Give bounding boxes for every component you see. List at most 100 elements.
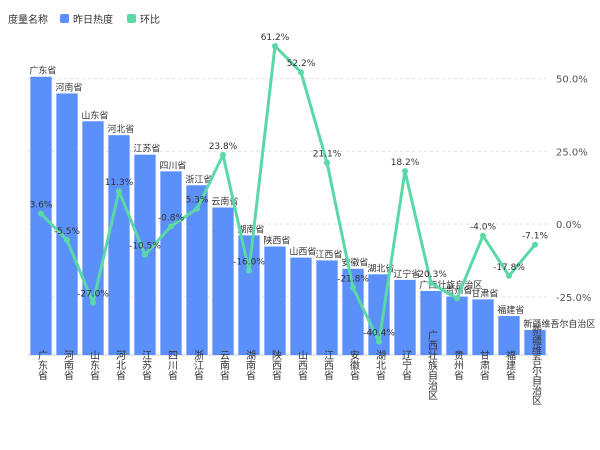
bar bbox=[82, 121, 104, 356]
bar bbox=[524, 329, 546, 355]
legend-swatch-heat bbox=[60, 13, 69, 23]
bar bbox=[290, 257, 312, 355]
y2-tick-label: 25.0% bbox=[556, 147, 588, 158]
line-point bbox=[64, 237, 70, 244]
bar-label: 湖北省 bbox=[367, 262, 394, 274]
x-tick-label: 陕西省 bbox=[270, 349, 282, 381]
line-data-label: 52.2% bbox=[287, 59, 316, 69]
bar-label: 广西壮族自治区 bbox=[419, 279, 482, 291]
bar bbox=[108, 135, 130, 355]
x-tick-label: 贵州省 bbox=[452, 349, 464, 381]
line-point bbox=[246, 267, 252, 274]
bar-label: 福建省 bbox=[497, 304, 524, 316]
y2-tick-label: -25.0% bbox=[556, 293, 591, 304]
line-point bbox=[350, 284, 356, 291]
bar-label: 江西省 bbox=[315, 248, 342, 260]
line-data-label: -40.4% bbox=[363, 329, 395, 339]
line-point bbox=[116, 188, 122, 195]
bar-label: 新疆维吾尔自治区 bbox=[523, 318, 595, 330]
line-data-label: -17.8% bbox=[493, 263, 525, 273]
line-data-label: -27.0% bbox=[77, 290, 109, 300]
line-point bbox=[220, 151, 226, 158]
bar bbox=[56, 93, 78, 355]
legend-label-heat: 昨日热度 bbox=[73, 14, 113, 26]
line-point bbox=[168, 223, 174, 230]
line-point bbox=[402, 168, 408, 175]
x-tick-label: 江西省 bbox=[322, 350, 334, 381]
line-point bbox=[38, 210, 44, 217]
bar-label: 湖南省 bbox=[237, 223, 264, 235]
x-tick-label: 江苏省 bbox=[140, 350, 152, 381]
bar-label: 甘肃省 bbox=[471, 287, 498, 299]
x-tick-label: 广东省 bbox=[36, 350, 48, 381]
line-data-label: 18.2% bbox=[391, 158, 420, 168]
line-point bbox=[454, 295, 460, 302]
x-tick-label: 福建省 bbox=[504, 349, 516, 381]
bar-label: 河南省 bbox=[55, 81, 82, 93]
line-point bbox=[506, 272, 512, 279]
line-data-label: 23.8% bbox=[209, 142, 238, 152]
bar bbox=[342, 268, 364, 355]
bar-label: 广东省 bbox=[29, 65, 56, 77]
line-point bbox=[376, 338, 382, 345]
bar bbox=[472, 299, 494, 355]
line-point bbox=[272, 43, 278, 50]
x-tick-label: 四川省 bbox=[166, 350, 178, 381]
legend: 度量名称 昨日热度 环比 bbox=[8, 10, 174, 26]
y2-tick-label: 0.0% bbox=[556, 220, 581, 231]
x-tick-label: 新疆维吾尔自治区 bbox=[530, 324, 542, 405]
bar-label: 安徽省 bbox=[341, 257, 368, 269]
x-tick-label: 山西省 bbox=[296, 350, 308, 381]
line-point bbox=[532, 241, 538, 248]
line-point bbox=[90, 299, 96, 306]
line-point bbox=[324, 159, 330, 166]
legend-swatch-mom bbox=[127, 13, 136, 23]
bar-label: 辽宁省 bbox=[393, 268, 420, 280]
bar-label: 山东省 bbox=[81, 109, 108, 121]
x-tick-label: 安徽省 bbox=[348, 349, 360, 381]
bar-label: 四川省 bbox=[159, 159, 186, 171]
x-tick-label: 广西壮族自治区 bbox=[426, 330, 438, 400]
legend-item-mom[interactable]: 环比 bbox=[127, 11, 160, 26]
line-data-label: -20.3% bbox=[415, 270, 447, 280]
x-tick-label: 云南省 bbox=[218, 350, 230, 381]
x-tick-label: 河北省 bbox=[114, 350, 126, 381]
line-data-label: -16.0% bbox=[233, 258, 265, 268]
line-data-label: 11.3% bbox=[105, 178, 134, 188]
line-point bbox=[428, 280, 434, 287]
legend-title: 度量名称 bbox=[8, 14, 48, 26]
line-point bbox=[142, 251, 148, 258]
bar bbox=[368, 274, 390, 355]
series-line-mom bbox=[39, 44, 537, 344]
line-point bbox=[298, 69, 304, 76]
x-tick-label: 河南省 bbox=[62, 350, 74, 381]
bar-label: 河北省 bbox=[107, 123, 134, 135]
line-point bbox=[194, 205, 200, 212]
legend-label-mom: 环比 bbox=[140, 14, 160, 26]
bar bbox=[420, 291, 442, 355]
legend-item-heat[interactable]: 昨日热度 bbox=[60, 11, 113, 26]
x-tick-label: 辽宁省 bbox=[400, 350, 412, 381]
bar bbox=[394, 279, 416, 355]
bar bbox=[238, 235, 260, 355]
bar-label: 陕西省 bbox=[263, 234, 290, 246]
line-data-label: 5.3% bbox=[186, 196, 209, 206]
x-tick-label: 浙江省 bbox=[192, 350, 204, 381]
bar-label: 浙江省 bbox=[185, 173, 212, 185]
line-data-label: -7.1% bbox=[522, 232, 549, 242]
line-data-label: 3.6% bbox=[30, 201, 53, 211]
x-tick-label: 甘肃省 bbox=[478, 349, 490, 381]
line-point bbox=[480, 232, 486, 239]
bar bbox=[212, 207, 234, 355]
line-data-label: 21.1% bbox=[313, 150, 342, 160]
bar bbox=[264, 246, 286, 355]
x-tick-label: 山东省 bbox=[88, 350, 100, 381]
bar bbox=[446, 296, 468, 355]
line-data-label: -5.5% bbox=[54, 227, 81, 237]
line-data-label: -10.5% bbox=[129, 242, 161, 252]
line-data-label: -21.8% bbox=[337, 275, 369, 285]
line-data-label: -4.0% bbox=[470, 223, 497, 233]
bar bbox=[316, 260, 338, 355]
